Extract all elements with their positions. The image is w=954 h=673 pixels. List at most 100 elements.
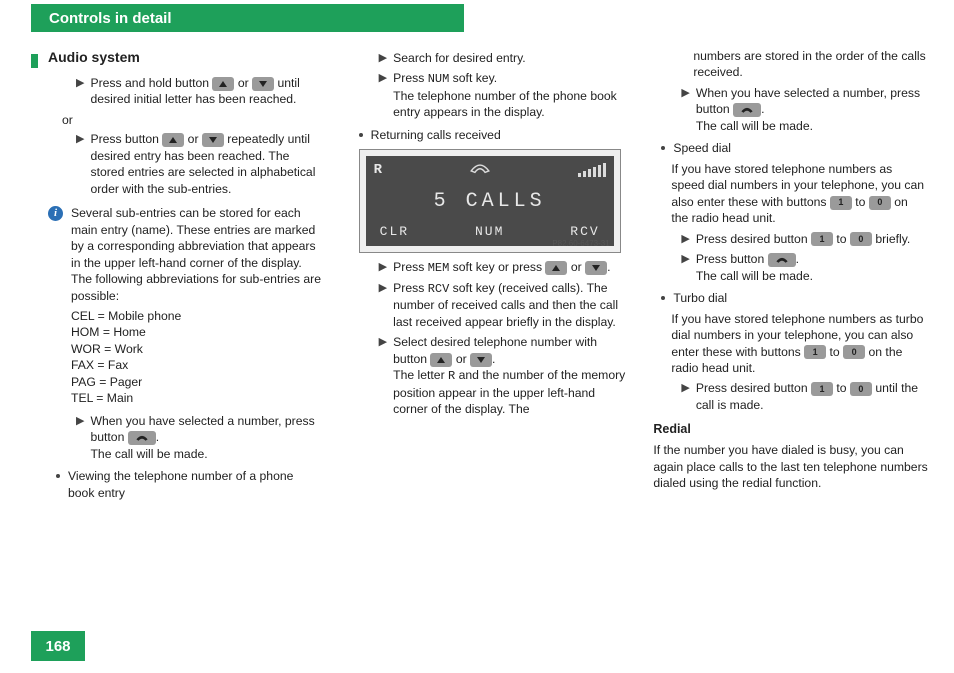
step-text: Press NUM soft key. The telephone number… [393,70,625,120]
step-text: Press desired button 1 to 0 briefly. [696,231,928,247]
step-arrow-icon: ▶ [379,260,387,275]
step-arrow-icon: ▶ [379,335,387,350]
bullet-text: Returning calls received [371,127,626,143]
step-arrow-icon: ▶ [681,232,689,247]
step-text: Press desired button 1 to 0 until the ca… [696,380,928,413]
section-title-audio: Audio system [48,48,323,67]
display-r-label: R [374,161,382,180]
step-press-num: ▶ Press NUM soft key. The telephone numb… [379,70,626,120]
bullet-dot-icon [661,146,665,150]
bullet-dot-icon [661,296,665,300]
step-speed-call: ▶ Press button . The call will be made. [681,251,928,284]
or-label: or [62,112,323,128]
step-selected-call-2: ▶ When you have selected a number, press… [681,85,928,134]
num0-button-icon: 0 [850,232,872,246]
down-button-icon [470,353,492,367]
num0-button-icon: 0 [843,345,865,359]
column-2: ▶ Search for desired entry. ▶ Press NUM … [351,48,626,505]
num1-button-icon: 1 [811,382,833,396]
step-text: Search for desired entry. [393,50,625,66]
columns: Audio system ▶ Press and hold button or … [48,48,928,505]
turbo-dial-text: If you have stored telephone numbers as … [671,311,928,377]
subsection-redial: Redial [653,421,928,438]
info-text: Several sub-entries can be stored for ea… [71,205,323,304]
up-button-icon [545,261,567,275]
display-top-row: R [374,160,606,180]
header-title: Controls in detail [49,10,172,27]
down-button-icon [252,77,274,91]
abbr-line: FAX = Fax [71,357,323,373]
softkey-rcv: RCV [570,223,599,241]
down-button-icon [585,261,607,275]
display-main-text: 5 CALLS [374,180,606,222]
display-inner: R 5 CALLS CLR NUM RCV [366,156,614,246]
bullet-returning-calls: Returning calls received [351,127,626,143]
softkey-num: NUM [428,72,450,86]
redial-text: If the number you have dialed is busy, y… [653,442,928,491]
continuation-text: numbers are stored in the order of the c… [693,48,928,81]
step-arrow-icon: ▶ [76,132,84,147]
column-3: numbers are stored in the order of the c… [653,48,928,505]
info-note: i Several sub-entries can be stored for … [48,205,323,304]
up-button-icon [162,133,184,147]
step-arrow-icon: ▶ [681,252,689,267]
step-selected-call: ▶ When you have selected a number, press… [76,413,323,462]
bullet-dot-icon [56,474,60,478]
up-button-icon [430,353,452,367]
phone-display-figure: R 5 CALLS CLR NUM RCV [359,149,621,253]
bullet-text: Turbo dial [673,290,928,306]
step-text: When you have selected a number, press b… [90,413,322,462]
page-number: 168 [31,631,85,661]
left-marker [31,54,38,68]
num1-button-icon: 1 [830,196,852,210]
figure-code: P82.60-6473-31 [552,239,609,250]
bullet-view-phonebook: Viewing the telephone number of a phone … [48,468,323,501]
softkey-num: NUM [475,223,504,241]
bullet-speed-dial: Speed dial [653,140,928,156]
step-arrow-icon: ▶ [379,51,387,66]
step-arrow-icon: ▶ [681,86,689,101]
signal-icon [578,163,606,177]
column-1: Audio system ▶ Press and hold button or … [48,48,323,505]
manual-page: Controls in detail 168 Audio system ▶ Pr… [0,0,954,673]
bullet-text: Speed dial [673,140,928,156]
abbr-line: WOR = Work [71,341,323,357]
abbr-line: HOM = Home [71,324,323,340]
softkey-clr: CLR [380,223,409,241]
step-arrow-icon: ▶ [681,381,689,396]
step-arrow-icon: ▶ [379,281,387,296]
step-text: Press button . The call will be made. [696,251,928,284]
softkey-mem: MEM [428,261,450,275]
up-button-icon [212,77,234,91]
step-text: Press RCV soft key (received calls). The… [393,280,625,330]
step-arrow-icon: ▶ [76,414,84,429]
abbr-line: CEL = Mobile phone [71,308,323,324]
step-text: Press button or repeatedly until desired… [90,131,322,197]
step-search-entry: ▶ Search for desired entry. [379,50,626,66]
step-hold-button: ▶ Press and hold button or until desired… [76,75,323,108]
down-button-icon [202,133,224,147]
call-button-icon [768,253,796,267]
abbr-line: TEL = Main [71,390,323,406]
step-arrow-icon: ▶ [76,76,84,91]
call-button-icon [128,431,156,445]
info-icon: i [48,206,63,221]
bullet-dot-icon [359,133,363,137]
num1-button-icon: 1 [811,232,833,246]
step-press-repeat: ▶ Press button or repeatedly until desir… [76,131,323,197]
num0-button-icon: 0 [869,196,891,210]
abbr-line: PAG = Pager [71,374,323,390]
bullet-turbo-dial: Turbo dial [653,290,928,306]
step-turbo-press: ▶ Press desired button 1 to 0 until the … [681,380,928,413]
step-text: Select desired telephone number with but… [393,334,625,417]
handset-icon [469,161,491,179]
bullet-text: Viewing the telephone number of a phone … [68,468,323,501]
num1-button-icon: 1 [804,345,826,359]
step-text: Press MEM soft key or press or . [393,259,625,276]
step-text: When you have selected a number, press b… [696,85,928,134]
abbreviation-list: CEL = Mobile phone HOM = Home WOR = Work… [71,308,323,407]
speed-dial-text: If you have stored telephone numbers as … [671,161,928,227]
step-select-number: ▶ Select desired telephone number with b… [379,334,626,417]
step-press-rcv: ▶ Press RCV soft key (received calls). T… [379,280,626,330]
step-press-mem: ▶ Press MEM soft key or press or . [379,259,626,276]
